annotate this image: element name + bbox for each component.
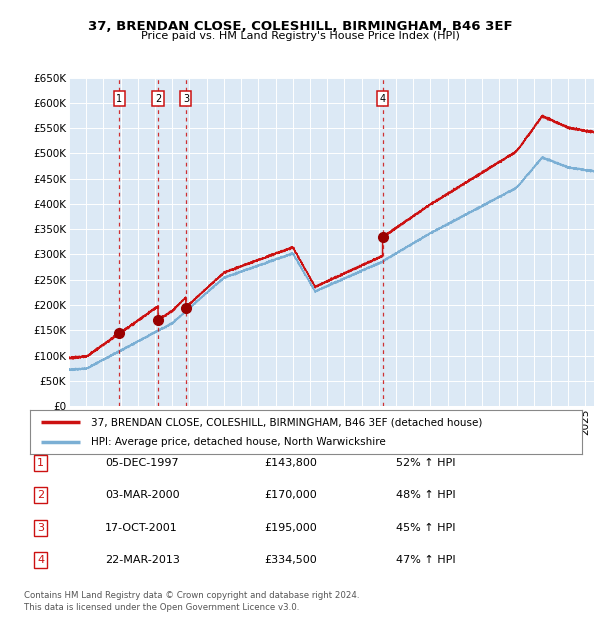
Text: Price paid vs. HM Land Registry's House Price Index (HPI): Price paid vs. HM Land Registry's House … (140, 31, 460, 41)
Text: £170,000: £170,000 (264, 490, 317, 500)
Text: 3: 3 (37, 523, 44, 533)
Text: £143,800: £143,800 (264, 458, 317, 468)
Text: 2: 2 (155, 94, 161, 104)
Text: 2: 2 (37, 490, 44, 500)
Text: This data is licensed under the Open Government Licence v3.0.: This data is licensed under the Open Gov… (24, 603, 299, 612)
Text: 03-MAR-2000: 03-MAR-2000 (105, 490, 179, 500)
Text: 22-MAR-2013: 22-MAR-2013 (105, 555, 180, 565)
Text: 1: 1 (116, 94, 122, 104)
Text: 48% ↑ HPI: 48% ↑ HPI (396, 490, 455, 500)
Text: 37, BRENDAN CLOSE, COLESHILL, BIRMINGHAM, B46 3EF (detached house): 37, BRENDAN CLOSE, COLESHILL, BIRMINGHAM… (91, 417, 482, 427)
Text: 52% ↑ HPI: 52% ↑ HPI (396, 458, 455, 468)
Text: 47% ↑ HPI: 47% ↑ HPI (396, 555, 455, 565)
Text: 05-DEC-1997: 05-DEC-1997 (105, 458, 179, 468)
Text: Contains HM Land Registry data © Crown copyright and database right 2024.: Contains HM Land Registry data © Crown c… (24, 591, 359, 600)
Text: HPI: Average price, detached house, North Warwickshire: HPI: Average price, detached house, Nort… (91, 437, 385, 447)
Text: 37, BRENDAN CLOSE, COLESHILL, BIRMINGHAM, B46 3EF: 37, BRENDAN CLOSE, COLESHILL, BIRMINGHAM… (88, 20, 512, 33)
Text: 1: 1 (37, 458, 44, 468)
Text: 4: 4 (380, 94, 386, 104)
Text: 3: 3 (183, 94, 189, 104)
Text: £334,500: £334,500 (264, 555, 317, 565)
Text: £195,000: £195,000 (264, 523, 317, 533)
Text: 4: 4 (37, 555, 44, 565)
Text: 45% ↑ HPI: 45% ↑ HPI (396, 523, 455, 533)
Text: 17-OCT-2001: 17-OCT-2001 (105, 523, 178, 533)
